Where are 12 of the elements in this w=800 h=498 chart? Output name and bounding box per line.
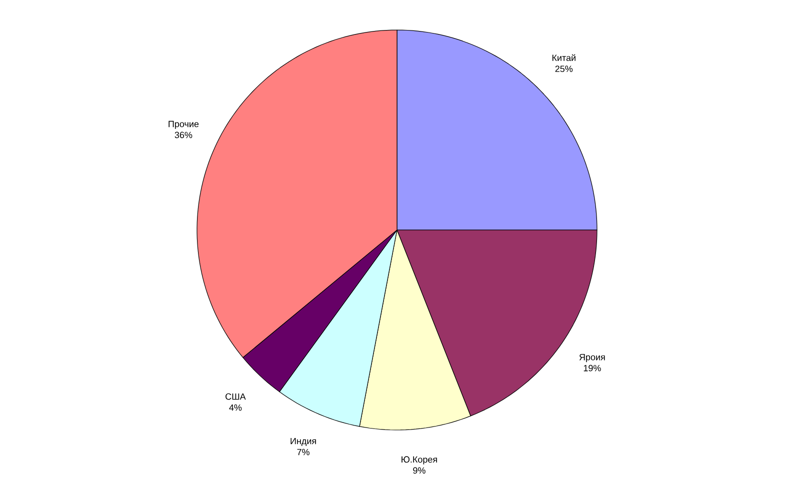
data-label: 36% [174, 132, 192, 138]
slice-label: Яроия [579, 354, 605, 362]
data-label: 19% [584, 364, 601, 372]
data-label: 4% [229, 404, 242, 411]
slice-label: Индия [290, 438, 316, 446]
slice-label: Китай [552, 54, 576, 62]
slice-label: США [226, 393, 246, 400]
data-label: 9% [413, 467, 426, 474]
data-label: 7% [297, 448, 310, 456]
data-label: 25% [555, 66, 573, 72]
slice-label: Прочие [168, 120, 199, 129]
slice-label: Ю.Корея [402, 456, 437, 464]
